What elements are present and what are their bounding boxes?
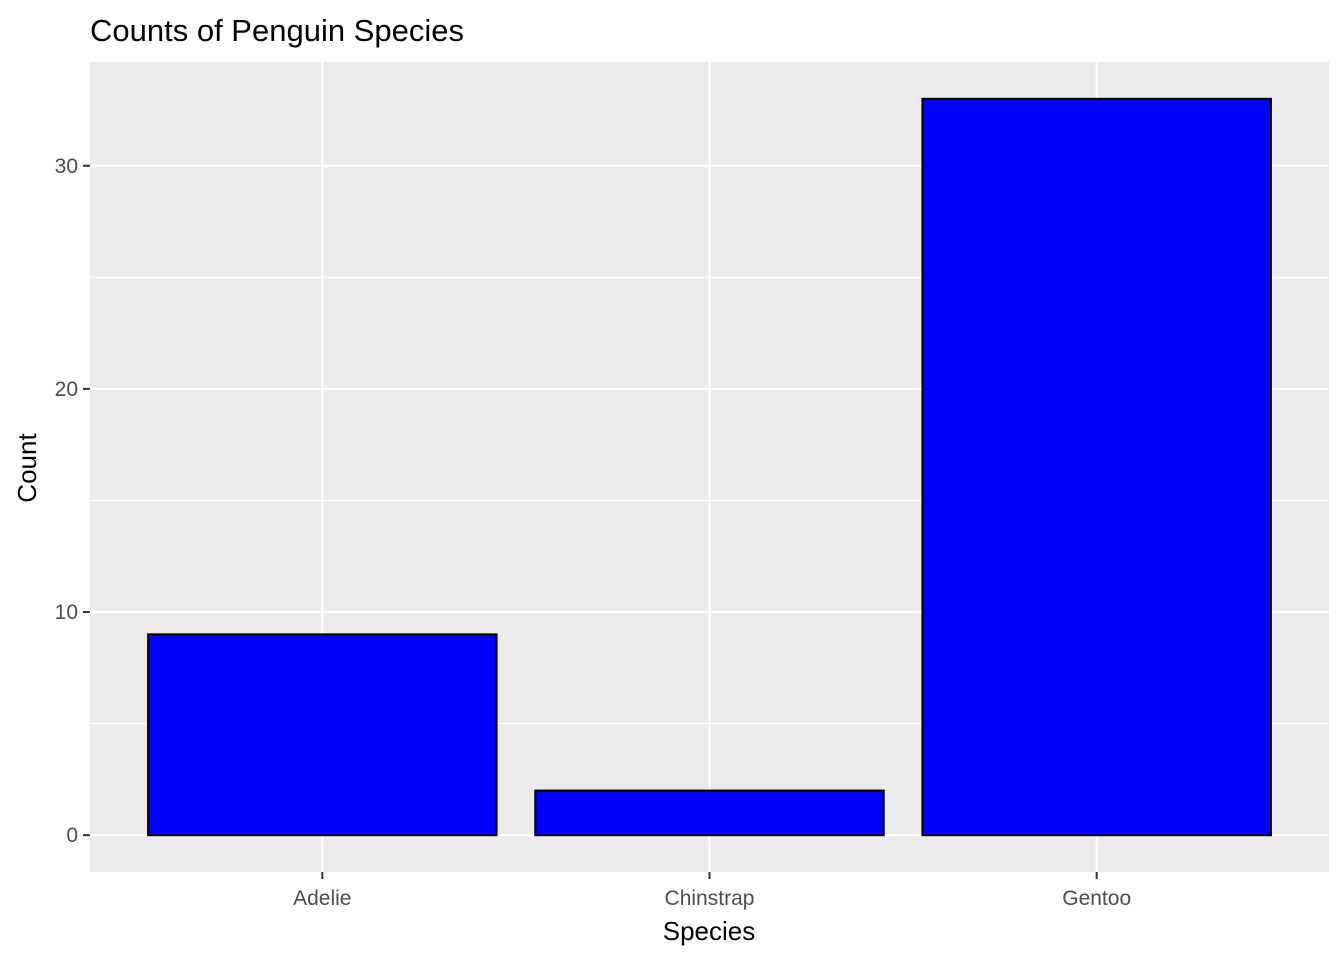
y-tick-label: 0	[66, 824, 78, 847]
bar-gentoo	[921, 97, 1272, 837]
x-axis: Adelie Chinstrap Gentoo	[293, 872, 1131, 910]
y-axis: 0 10 20 30	[55, 155, 90, 847]
bar-adelie	[147, 633, 498, 837]
x-tick-label-chinstrap: Chinstrap	[665, 887, 755, 910]
y-tick-label: 10	[55, 601, 78, 624]
bars	[147, 97, 1272, 837]
bar-chinstrap	[534, 789, 885, 837]
chart-title: Counts of Penguin Species	[90, 13, 464, 48]
x-axis-title: Species	[663, 916, 756, 946]
x-tick-label-gentoo: Gentoo	[1062, 887, 1131, 910]
y-axis-title: Count	[12, 433, 42, 503]
y-tick-label: 20	[55, 378, 78, 401]
y-tick-label: 30	[55, 155, 78, 178]
x-tick-label-adelie: Adelie	[293, 887, 351, 910]
